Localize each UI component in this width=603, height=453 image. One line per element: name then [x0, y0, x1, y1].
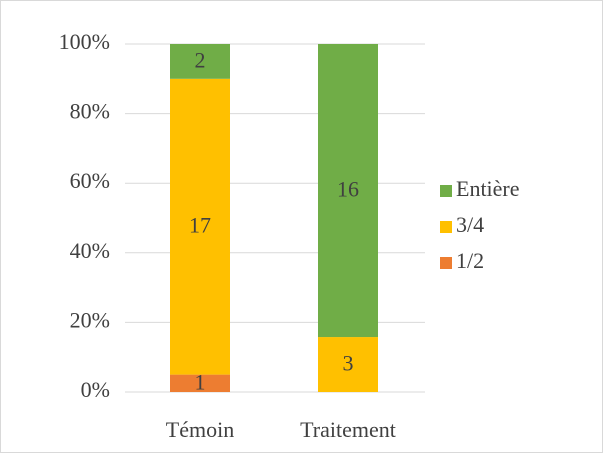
y-tick-label: 40%: [70, 238, 110, 263]
y-tick-label: 20%: [70, 307, 110, 332]
bar-segment: [170, 44, 230, 79]
legend-label: 1/2: [456, 248, 484, 273]
legend-label: 3/4: [456, 212, 484, 237]
bar-segment: [318, 337, 378, 392]
x-tick-label: Traitement: [300, 417, 396, 442]
legend-swatch: [440, 185, 452, 197]
data-label: 3: [343, 351, 354, 376]
data-label: 2: [195, 47, 206, 72]
bar-segment: [170, 78, 230, 375]
data-label: 1: [195, 369, 206, 394]
y-tick-label: 80%: [70, 99, 110, 124]
x-tick-label: Témoin: [166, 417, 234, 442]
data-label: 17: [189, 213, 211, 238]
legend-swatch: [440, 257, 452, 269]
y-tick-label: 100%: [59, 29, 110, 54]
legend-label: Entière: [456, 176, 520, 201]
data-label: 16: [337, 177, 359, 202]
y-tick-label: 0%: [81, 377, 110, 402]
y-tick-label: 60%: [70, 168, 110, 193]
bar-segment: [170, 374, 230, 392]
bar-segment: [318, 44, 378, 338]
legend-swatch: [440, 221, 452, 233]
